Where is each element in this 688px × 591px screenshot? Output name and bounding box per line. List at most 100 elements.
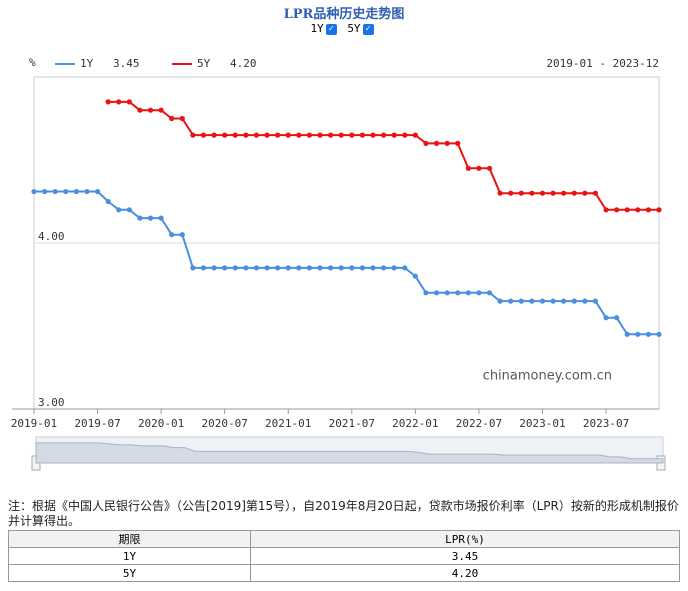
data-point xyxy=(126,99,132,105)
data-point xyxy=(116,99,122,105)
data-point xyxy=(222,132,228,138)
watermark: chinamoney.com.cn xyxy=(483,369,612,384)
summary-table: 期限 LPR(%) 1Y 3.45 5Y 4.20 xyxy=(7,530,680,582)
data-point xyxy=(529,298,535,304)
x-tick-label: 2019-07 xyxy=(74,417,120,430)
y-tick-label: 4.00 xyxy=(38,230,65,243)
data-point xyxy=(412,273,418,279)
series-toggles: 1Y ✓ 5Y ✓ xyxy=(0,22,688,35)
data-point xyxy=(52,188,58,195)
data-point xyxy=(412,132,418,138)
data-point xyxy=(518,190,524,196)
table-cell: 3.45 xyxy=(250,547,680,565)
data-point xyxy=(465,290,471,296)
data-point xyxy=(264,265,270,271)
data-point xyxy=(635,331,641,337)
table-header: LPR(%) xyxy=(250,530,680,548)
data-point xyxy=(603,207,609,213)
data-point xyxy=(614,315,620,321)
data-point xyxy=(433,290,440,296)
data-point xyxy=(656,207,662,213)
data-point xyxy=(444,140,450,146)
x-tick-label: 2019-01 xyxy=(11,417,57,430)
data-point xyxy=(253,132,260,138)
x-tick-label: 2021-07 xyxy=(329,417,375,430)
data-point xyxy=(328,265,334,271)
data-point xyxy=(200,132,207,138)
data-point xyxy=(550,298,556,304)
data-point xyxy=(296,265,302,271)
data-point xyxy=(508,190,514,196)
data-point xyxy=(317,132,323,138)
navigator-series xyxy=(35,442,664,464)
data-point xyxy=(190,265,196,271)
data-point xyxy=(391,132,397,138)
x-tick-label: 2020-07 xyxy=(201,417,247,430)
x-tick-label: 2022-07 xyxy=(456,417,502,430)
data-point xyxy=(179,232,185,238)
data-point xyxy=(592,190,599,196)
data-point xyxy=(476,165,482,171)
data-point xyxy=(476,290,482,296)
x-tick-label: 2020-01 xyxy=(138,417,184,430)
data-point xyxy=(94,188,101,195)
y-tick-label: 3.00 xyxy=(38,396,65,409)
data-point xyxy=(158,107,164,113)
data-point xyxy=(582,298,588,304)
table-cell: 5Y xyxy=(7,564,252,582)
data-point xyxy=(222,265,228,271)
data-point xyxy=(169,232,175,238)
unit-label: % xyxy=(29,56,36,69)
data-point xyxy=(137,107,143,113)
data-point xyxy=(147,107,154,113)
data-point xyxy=(84,188,90,195)
data-point xyxy=(306,132,313,138)
data-point xyxy=(508,298,514,304)
data-point xyxy=(211,265,217,271)
data-point xyxy=(550,190,556,196)
data-point xyxy=(380,265,387,271)
data-point xyxy=(285,132,291,138)
checkbox[interactable]: ✓ xyxy=(362,23,374,35)
data-point xyxy=(73,188,79,195)
legend-value: 3.45 xyxy=(113,57,140,70)
data-point xyxy=(137,215,143,221)
data-point xyxy=(370,132,376,138)
data-point xyxy=(497,190,503,196)
checkbox[interactable]: ✓ xyxy=(325,23,337,35)
data-point xyxy=(592,298,599,304)
toggle-label: 5Y xyxy=(347,22,361,35)
data-point xyxy=(41,188,48,195)
chart: % 2019-01 - 2023-12 chinamoney.com.cn 3.… xyxy=(11,56,666,471)
data-point xyxy=(63,188,69,195)
data-point xyxy=(391,265,397,271)
data-point xyxy=(656,331,662,337)
data-point xyxy=(561,298,567,304)
data-point xyxy=(169,115,175,122)
x-tick-label: 2023-01 xyxy=(519,417,565,430)
date-range: 2019-01 - 2023-12 xyxy=(546,57,659,70)
data-point xyxy=(200,265,207,271)
data-point xyxy=(349,265,355,271)
data-point xyxy=(338,265,344,271)
data-point xyxy=(264,132,270,138)
data-point xyxy=(455,290,461,296)
data-point xyxy=(147,215,154,221)
x-tick-label: 2021-01 xyxy=(265,417,311,430)
series-line xyxy=(34,190,659,336)
data-point xyxy=(190,132,196,138)
data-point xyxy=(614,207,620,213)
data-point xyxy=(306,265,313,271)
data-point xyxy=(539,298,546,304)
data-point xyxy=(179,115,185,122)
data-point xyxy=(275,265,281,271)
data-point xyxy=(635,207,641,213)
note: 注：根据《中国人民银行公告》（公告[2019]第15号），自2019年8月20日… xyxy=(8,499,679,528)
data-point xyxy=(529,190,535,196)
data-point xyxy=(402,132,408,138)
data-point xyxy=(518,298,524,304)
data-point xyxy=(624,331,630,337)
data-point xyxy=(232,132,238,138)
data-point xyxy=(253,265,260,271)
data-point xyxy=(275,132,281,138)
